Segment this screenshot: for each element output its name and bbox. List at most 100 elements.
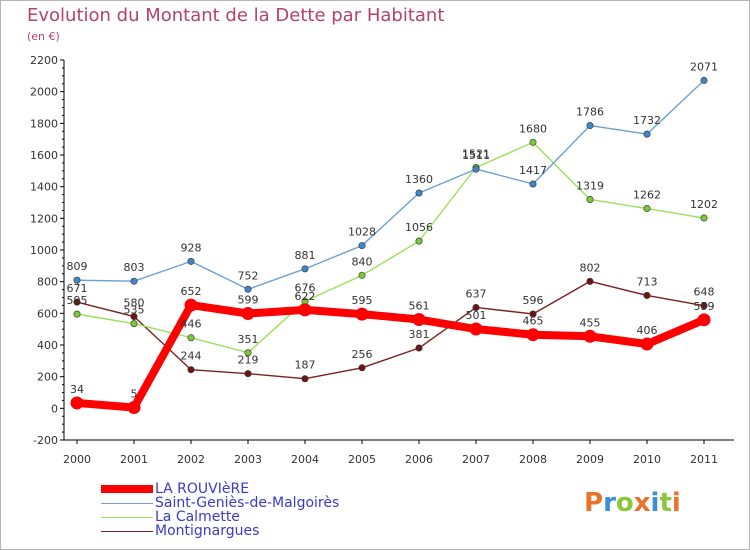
data-label: 561 — [409, 300, 430, 313]
legend-item: La Calmette — [101, 509, 401, 525]
data-point — [586, 195, 594, 203]
data-point — [130, 320, 138, 328]
legend-label: La Calmette — [155, 509, 240, 525]
data-point — [529, 310, 537, 318]
x-tick-label: 2000 — [63, 453, 91, 466]
x-tick-label: 2001 — [120, 453, 148, 466]
data-labels: 671 580 244 219 187 256 381 637 596 802 713 648 595 5… — [67, 60, 719, 400]
data-label: 34 — [70, 383, 84, 396]
data-label: 1028 — [348, 226, 376, 239]
data-point — [358, 364, 366, 372]
data-label: 671 — [67, 282, 88, 295]
chart-title: Evolution du Montant de la Dette par Hab… — [27, 5, 445, 26]
data-point — [244, 285, 252, 293]
data-label: 406 — [637, 324, 658, 337]
data-label: 637 — [466, 287, 487, 300]
data-label: 535 — [124, 304, 145, 317]
legend-item: LA ROUVIèRE — [101, 481, 401, 497]
data-point — [415, 344, 423, 352]
data-label: 802 — [580, 261, 601, 274]
x-tick-label: 2009 — [576, 453, 604, 466]
data-label: 219 — [238, 354, 259, 367]
data-label: 187 — [295, 359, 316, 372]
data-label: 928 — [181, 241, 202, 254]
proxiti-logo: Proxiti — [584, 488, 681, 518]
data-point — [412, 313, 426, 327]
data-label: 465 — [523, 315, 544, 328]
logo-letter: i — [671, 488, 681, 518]
data-label: 455 — [580, 316, 601, 329]
series-line — [76, 79, 705, 290]
series-group — [70, 76, 711, 415]
data-point — [700, 302, 708, 310]
y-tick-label: -200 — [33, 434, 58, 447]
data-label: 351 — [238, 333, 259, 346]
x-tick-label: 2008 — [519, 453, 547, 466]
data-label: 809 — [67, 260, 88, 273]
data-point — [643, 130, 651, 138]
data-point — [469, 322, 483, 336]
data-label: 1262 — [633, 189, 661, 202]
data-label: 595 — [352, 294, 373, 307]
data-label: 580 — [124, 297, 145, 310]
data-label: 1732 — [633, 114, 661, 127]
data-label: 559 — [694, 300, 715, 313]
y-tick-label: 1800 — [30, 117, 58, 130]
data-label: 622 — [295, 290, 316, 303]
logo-letter: o — [615, 488, 634, 518]
data-point — [583, 329, 597, 343]
data-label: 1511 — [462, 149, 490, 162]
data-point — [529, 180, 537, 188]
data-point — [697, 313, 711, 327]
data-label: 803 — [124, 261, 145, 274]
data-label: 881 — [295, 249, 316, 262]
data-label: 840 — [352, 255, 373, 268]
data-point — [187, 257, 195, 265]
y-tick-label: 2200 — [30, 54, 58, 67]
data-label: 652 — [181, 285, 202, 298]
series-line — [73, 301, 708, 412]
data-point — [187, 366, 195, 374]
chart-unit: (en €) — [27, 30, 60, 43]
data-point — [415, 189, 423, 197]
logo-letter: i — [650, 488, 660, 518]
data-label: 446 — [181, 318, 202, 331]
data-point — [301, 265, 309, 273]
data-point — [184, 298, 198, 312]
data-label: 676 — [295, 281, 316, 294]
data-point — [298, 303, 312, 317]
data-label: 752 — [238, 269, 259, 282]
data-point — [127, 401, 141, 415]
data-point — [415, 237, 423, 245]
legend-swatch — [101, 517, 153, 518]
legend-swatch — [101, 485, 153, 493]
data-point — [241, 306, 255, 320]
legend-label: Saint-Geniès-de-Malgoirès — [155, 495, 340, 511]
data-point — [244, 349, 252, 357]
y-tick-label: 2000 — [30, 86, 58, 99]
data-point — [358, 271, 366, 279]
logo-letter: t — [659, 488, 672, 518]
data-point — [643, 205, 651, 213]
y-tick-label: 200 — [37, 371, 58, 384]
x-tick-label: 2002 — [177, 453, 205, 466]
legend-label: LA ROUVIèRE — [155, 481, 250, 497]
legend-item: Saint-Geniès-de-Malgoirès — [101, 495, 401, 511]
data-point — [529, 138, 537, 146]
data-label: 1786 — [576, 106, 604, 119]
data-point — [640, 337, 654, 351]
y-tick-label: 1200 — [30, 212, 58, 225]
legend-item: Montignargues — [101, 523, 401, 539]
data-label: 244 — [181, 350, 202, 363]
x-tick-label: 2006 — [405, 453, 433, 466]
data-point — [244, 370, 252, 378]
data-point — [643, 291, 651, 299]
data-point — [586, 122, 594, 130]
data-label: 2071 — [690, 60, 718, 73]
data-point — [130, 277, 138, 285]
data-label: 599 — [238, 293, 259, 306]
data-point — [472, 165, 480, 173]
data-point — [301, 375, 309, 383]
